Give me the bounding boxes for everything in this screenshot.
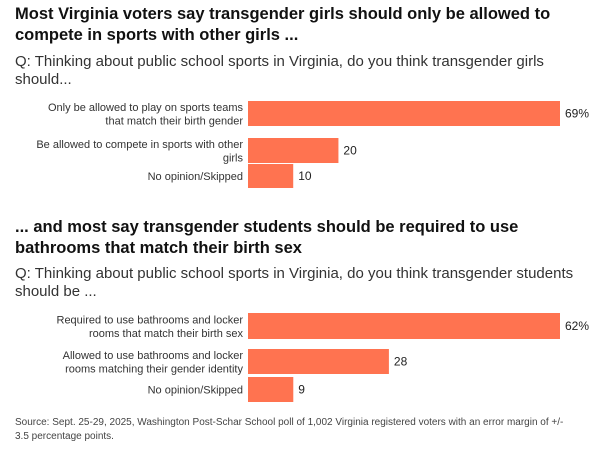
category-label: Required to use bathrooms and locker room… (57, 314, 244, 340)
bar-value-label: 10 (298, 169, 312, 183)
chart-title-2: ... and most say transgender students sh… (15, 218, 519, 257)
category-label: No opinion/Skipped (148, 171, 243, 183)
bar (248, 377, 294, 402)
bar (248, 101, 560, 126)
source-note: Source: Sept. 25-29, 2025, Washington Po… (15, 417, 564, 442)
bar (248, 313, 560, 339)
question-text-1: Q: Thinking about public school sports i… (15, 53, 544, 88)
bar-value-label: 20 (343, 144, 357, 158)
question-text-2: Q: Thinking about public school sports i… (15, 265, 574, 300)
bar (248, 138, 339, 163)
category-label: Only be allowed to play on sports teams t… (48, 102, 244, 128)
bar-value-label: 9 (298, 383, 305, 397)
chart-title-1: Most Virginia voters say transgender gir… (15, 5, 551, 44)
category-label: Allowed to use bathrooms and locker rooms… (63, 350, 244, 376)
category-label: No opinion/Skipped (148, 385, 243, 397)
bar-value-label: 69% (565, 107, 589, 121)
category-label: Be allowed to compete in sports with oth… (36, 139, 243, 165)
bar-value-label: 62% (565, 319, 589, 333)
bar-value-label: 28 (394, 355, 408, 369)
bar (248, 164, 294, 188)
bar (248, 349, 389, 374)
